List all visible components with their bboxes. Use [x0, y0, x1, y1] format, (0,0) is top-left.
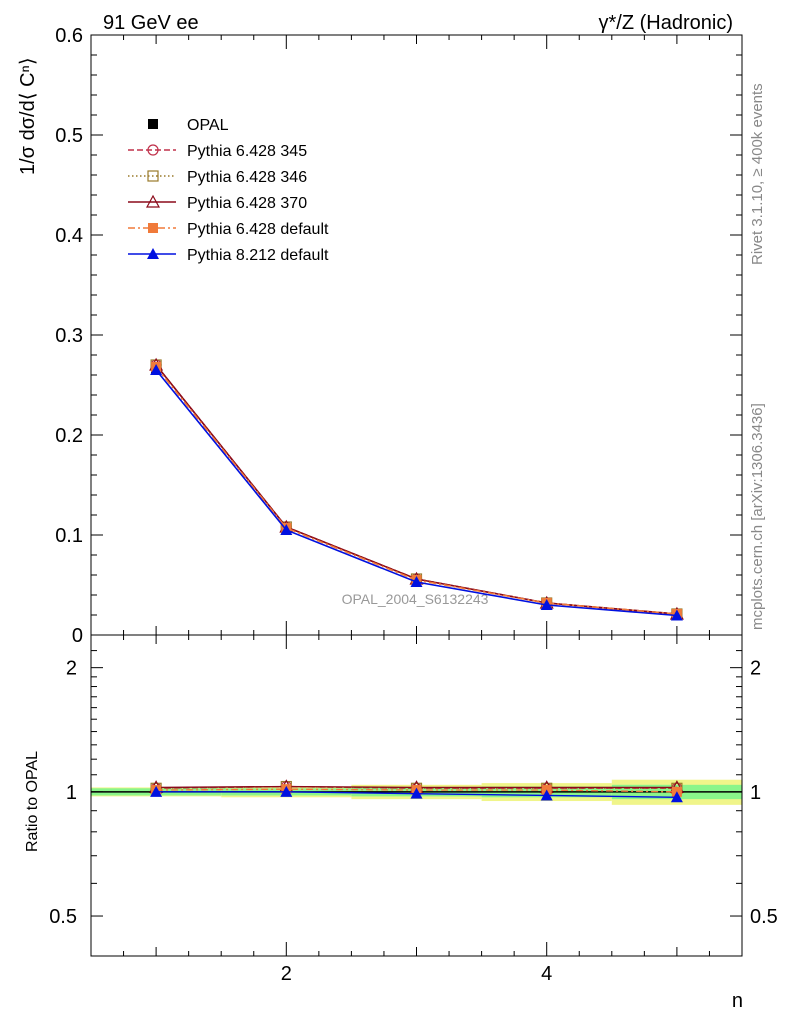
ratio-point-p8def — [280, 785, 293, 797]
ratio-series — [149, 779, 684, 803]
legend-label-p6def: Pythia 6.428 default — [187, 221, 329, 238]
x-tick-label: 4 — [541, 963, 552, 985]
ratio-point-p8def — [540, 789, 553, 801]
x-tick-label: 2 — [281, 963, 292, 985]
y-tick-label: 0.2 — [55, 425, 83, 447]
legend-label-opal: OPAL — [187, 117, 229, 134]
data-point-p8def — [540, 599, 553, 610]
y-tick-label: 0.1 — [55, 525, 83, 547]
legend-label-p8def: Pythia 8.212 default — [187, 247, 329, 264]
legend-marker-p345 — [147, 144, 159, 156]
header-left: 91 GeV ee — [103, 12, 199, 34]
y-axis-label-main: 1/σ dσ/d⟨ Cⁿ⟩ — [17, 57, 39, 175]
main-series — [149, 357, 684, 621]
y-tick-label: 0 — [72, 625, 83, 647]
legend-marker-p370 — [145, 194, 161, 208]
rivet-label: Rivet 3.1.10, ≥ 400k events — [749, 83, 766, 265]
legend-marker-p8def — [147, 248, 159, 259]
data-point-p8def — [670, 609, 683, 621]
legend-marker-p346 — [147, 170, 159, 182]
legend-marker-p6def — [148, 223, 158, 233]
axis-ticks — [90, 34, 743, 956]
header-right: γ*/Z (Hadronic) — [599, 12, 733, 34]
y-tick-label: 0.3 — [55, 325, 83, 347]
data-point-p8def — [150, 364, 163, 375]
x-axis-label: n — [732, 990, 743, 1012]
ratio-tick-label-right: 2 — [750, 658, 761, 680]
legend-label-p370: Pythia 6.428 370 — [187, 195, 307, 212]
ratio-point-p8def — [670, 791, 683, 803]
axis-tick-labels: 0 0.1 0.2 0.3 0.4 0.5 0.6 0.5 0.5 1 1 2 2 2 4 — [49, 25, 778, 985]
y-tick-label: 0.5 — [55, 125, 83, 147]
legend-label-p346: Pythia 6.428 346 — [187, 169, 307, 186]
ratio-tick-label-left: 0.5 — [49, 906, 77, 928]
legend-marker-opal — [148, 119, 158, 129]
y-tick-label: 0.4 — [55, 225, 83, 247]
ratio-tick-label-right: 1 — [750, 782, 761, 804]
ratio-point-p8def — [410, 787, 423, 799]
legend: OPAL Pythia 6.428 345 Pythia 6.428 346 Pyth… — [128, 117, 329, 264]
legend-label-p345: Pythia 6.428 345 — [187, 143, 307, 160]
data-point-p8def — [280, 524, 293, 535]
y-axis-label-ratio: Ratio to OPAL — [24, 751, 41, 852]
watermark: OPAL_2004_S6132243 — [342, 591, 489, 607]
data-point-p8def — [410, 576, 423, 587]
mcplots-label: mcplots.cern.ch [arXiv:1306.3436] — [749, 403, 766, 630]
ratio-tick-label-left: 2 — [66, 658, 77, 680]
y-tick-label: 0.6 — [55, 25, 83, 47]
ratio-tick-label-right: 0.5 — [750, 906, 778, 928]
ratio-point-p8def — [150, 785, 163, 797]
ratio-tick-label-left: 1 — [66, 782, 77, 804]
